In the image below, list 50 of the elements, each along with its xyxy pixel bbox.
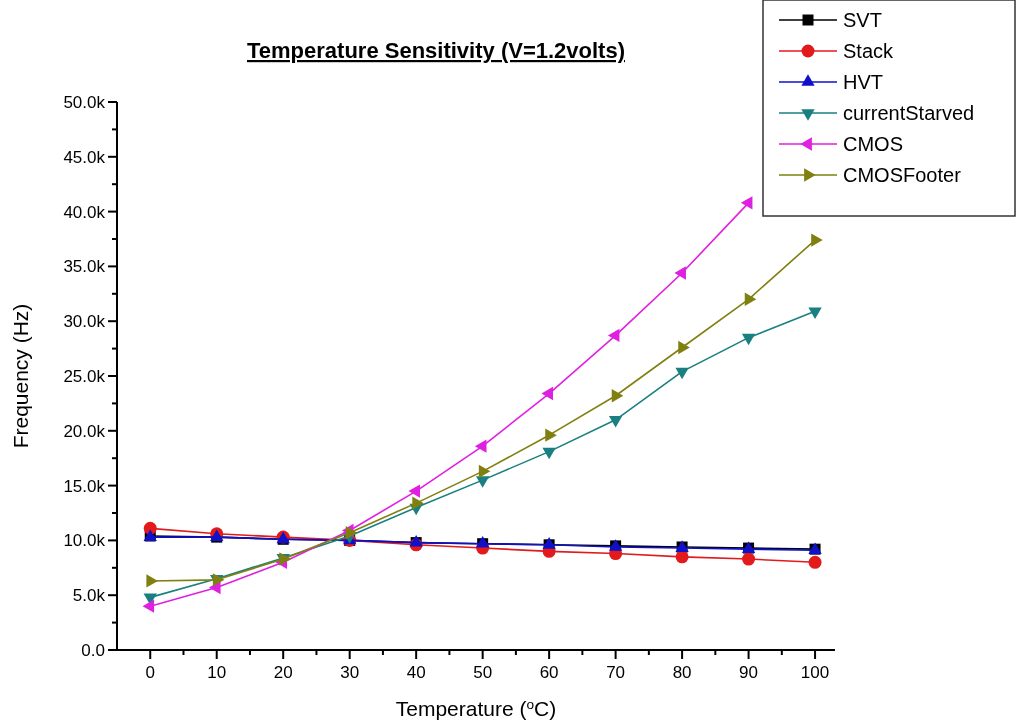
point bbox=[678, 340, 690, 355]
legend-label: HVT bbox=[843, 71, 883, 93]
x-tick-label: 80 bbox=[672, 663, 692, 682]
legend-label: Stack bbox=[843, 40, 895, 62]
x-tick-label: 70 bbox=[606, 663, 626, 682]
point bbox=[542, 447, 556, 460]
y-tick-label: 30.0k bbox=[63, 312, 106, 332]
y-tick-label: 45.0k bbox=[63, 147, 106, 167]
x-tick-label: 60 bbox=[539, 663, 559, 682]
x-tick-label: 50 bbox=[473, 663, 493, 682]
point bbox=[744, 292, 757, 306]
x-tick-label: 100 bbox=[800, 663, 830, 682]
x-tick-label: 30 bbox=[340, 663, 360, 682]
y-tick-label: 50.0k bbox=[63, 93, 106, 112]
x-tick-label: 40 bbox=[406, 663, 426, 682]
y-tick-label: 15.0k bbox=[63, 476, 106, 496]
point bbox=[808, 307, 822, 320]
point bbox=[412, 496, 424, 510]
point bbox=[675, 367, 689, 380]
point bbox=[741, 333, 756, 346]
legend-label: SVT bbox=[843, 9, 882, 31]
point bbox=[608, 415, 623, 428]
x-tick-label: 20 bbox=[273, 663, 293, 682]
x-tick-label: 90 bbox=[739, 663, 759, 682]
point bbox=[545, 428, 557, 442]
point bbox=[408, 484, 421, 498]
y-tick-label: 25.0k bbox=[63, 367, 106, 386]
point bbox=[345, 526, 358, 540]
y-tick-label: 10.0k bbox=[63, 531, 106, 551]
x-tick-label: 0 bbox=[145, 663, 155, 682]
point bbox=[209, 580, 221, 595]
legend-label: CMOSFooter bbox=[843, 164, 962, 186]
y-tick-label: 20.0k bbox=[63, 421, 106, 441]
legend-label: currentStarved bbox=[843, 102, 975, 124]
y-tick-label: 5.0k bbox=[72, 586, 106, 606]
point bbox=[808, 555, 822, 569]
point bbox=[142, 599, 155, 613]
point bbox=[611, 389, 624, 403]
chart-title: Temperature Sensitivity (V=1.2volts) bbox=[246, 38, 626, 63]
x-tick-label: 10 bbox=[207, 663, 227, 682]
y-axis-title: Frequency (Hz) bbox=[9, 303, 32, 449]
y-tick-label: 0.0 bbox=[81, 641, 105, 660]
point bbox=[146, 574, 158, 588]
y-tick-label: 35.0k bbox=[63, 257, 106, 277]
point bbox=[478, 464, 491, 479]
legend-label: CMOS bbox=[843, 133, 903, 155]
point bbox=[811, 233, 823, 247]
y-tick-label: 40.0k bbox=[63, 202, 106, 222]
point bbox=[742, 552, 756, 566]
x-axis-title: Temperature ($^{o}$C) bbox=[395, 696, 557, 720]
